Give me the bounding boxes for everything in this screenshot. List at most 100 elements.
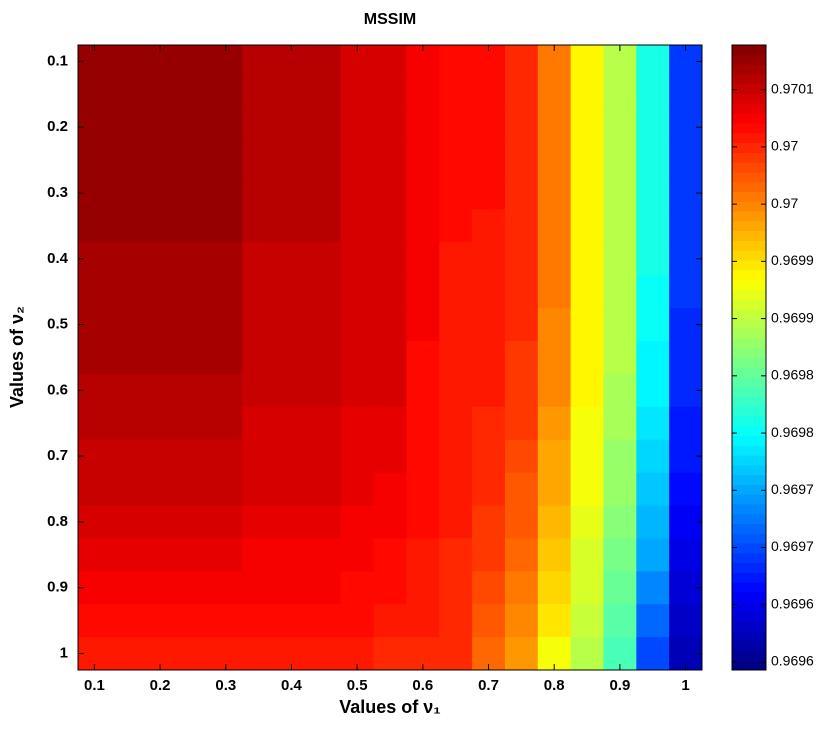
heatmap-cell xyxy=(504,373,539,408)
y-axis-label: Values of ν₂ xyxy=(7,306,27,408)
heatmap-cell xyxy=(275,373,309,408)
y-tick-label: 0.4 xyxy=(47,250,69,267)
heatmap-cell xyxy=(669,143,703,178)
heatmap-cell xyxy=(307,406,342,441)
heatmap-cell xyxy=(669,472,703,507)
heatmap-cell xyxy=(373,308,407,342)
colorbar-step xyxy=(732,298,766,310)
heatmap-cell xyxy=(307,505,342,539)
heatmap-cell xyxy=(406,373,440,408)
heatmap-cell xyxy=(143,341,178,375)
heatmap-cell xyxy=(176,604,210,638)
heatmap-cell xyxy=(406,341,440,375)
heatmap-cell xyxy=(340,242,375,276)
heatmap-cell xyxy=(537,439,572,474)
heatmap-cell xyxy=(176,308,210,342)
heatmap-cell xyxy=(439,308,473,342)
heatmap-cell xyxy=(406,308,440,342)
colorbar-step xyxy=(732,464,766,476)
heatmap-cell xyxy=(504,439,539,474)
colorbar-step xyxy=(732,54,766,66)
colorbar-tick-label: 0.97 xyxy=(771,138,798,154)
heatmap-cell xyxy=(307,341,342,375)
colorbar-step xyxy=(732,562,766,573)
heatmap-cell xyxy=(78,77,112,112)
heatmap-cell xyxy=(242,571,276,605)
heatmap-cell xyxy=(570,176,604,210)
heatmap-cell xyxy=(603,538,637,572)
heatmap-cell xyxy=(603,242,637,276)
colorbar-step xyxy=(732,220,766,232)
colorbar-step xyxy=(732,250,766,261)
heatmap-cell xyxy=(143,275,178,309)
colorbar-step xyxy=(732,396,766,407)
heatmap-cell xyxy=(570,538,604,572)
x-axis-label: Values of ν₁ xyxy=(339,697,441,717)
colorbar-step xyxy=(732,201,766,212)
heatmap-cell xyxy=(110,110,145,145)
heatmap-cell xyxy=(570,242,604,276)
colorbar-step xyxy=(732,240,766,251)
heatmap-cell xyxy=(636,143,670,178)
heatmap-cell xyxy=(110,373,145,408)
colorbar-step xyxy=(732,318,766,329)
heatmap-cell xyxy=(570,373,604,408)
heatmap-cell xyxy=(209,373,243,408)
heatmap-cell xyxy=(537,538,572,572)
heatmap-cell xyxy=(242,77,276,112)
heatmap-cell xyxy=(307,472,342,507)
heatmap-cell xyxy=(143,406,178,441)
heatmap-cell xyxy=(373,373,407,408)
heatmap-cell xyxy=(570,275,604,309)
colorbar-step xyxy=(732,503,766,515)
heatmap-cell xyxy=(209,604,243,638)
colorbar-step xyxy=(732,191,766,202)
colorbar-step xyxy=(732,211,766,222)
x-tick-label: 0.9 xyxy=(609,677,630,694)
heatmap-cell xyxy=(603,275,637,309)
heatmap-cell xyxy=(110,209,145,243)
colorbar-step xyxy=(732,416,766,427)
heatmap-cell xyxy=(472,308,506,342)
heatmap-cell xyxy=(110,77,145,112)
colorbar-step xyxy=(732,367,766,378)
heatmap-cell xyxy=(275,110,309,145)
heatmap-cell xyxy=(307,604,342,638)
colorbar-step xyxy=(732,162,766,173)
colorbar-step xyxy=(732,279,766,290)
heatmap-cell xyxy=(307,77,342,112)
heatmap-cell xyxy=(307,176,342,210)
heatmap-cell xyxy=(439,110,473,145)
heatmap-cell xyxy=(143,110,178,145)
colorbar-tick-label: 0.9699 xyxy=(771,252,814,268)
heatmap-cell xyxy=(504,176,539,210)
heatmap-cell xyxy=(439,373,473,408)
heatmap-cell xyxy=(570,571,604,605)
heatmap-cell xyxy=(570,439,604,474)
heatmap-cell xyxy=(110,45,145,79)
heatmap-cell xyxy=(340,176,375,210)
heatmap-cell xyxy=(636,439,670,474)
heatmap-cell xyxy=(176,571,210,605)
heatmap-cell xyxy=(570,406,604,441)
colorbar-step xyxy=(732,230,766,241)
colorbar-step xyxy=(732,64,766,75)
heatmap-cell xyxy=(570,341,604,375)
heatmap-cell xyxy=(340,209,375,243)
heatmap-cell xyxy=(472,604,506,638)
heatmap-cell xyxy=(603,472,637,507)
colorbar-step xyxy=(732,582,766,593)
heatmap-cell xyxy=(110,341,145,375)
heatmap-cell xyxy=(143,571,178,605)
heatmap-cell xyxy=(307,242,342,276)
heatmap-cell xyxy=(439,505,473,539)
heatmap-cell xyxy=(176,472,210,507)
heatmap-cell xyxy=(504,571,539,605)
heatmap-cells xyxy=(78,45,703,671)
colorbar-step xyxy=(732,113,766,124)
heatmap-cell xyxy=(603,406,637,441)
heatmap-cell xyxy=(110,406,145,441)
colorbar-tick-label: 0.97 xyxy=(771,195,798,211)
heatmap-cell xyxy=(537,604,572,638)
heatmap-cell xyxy=(603,110,637,145)
